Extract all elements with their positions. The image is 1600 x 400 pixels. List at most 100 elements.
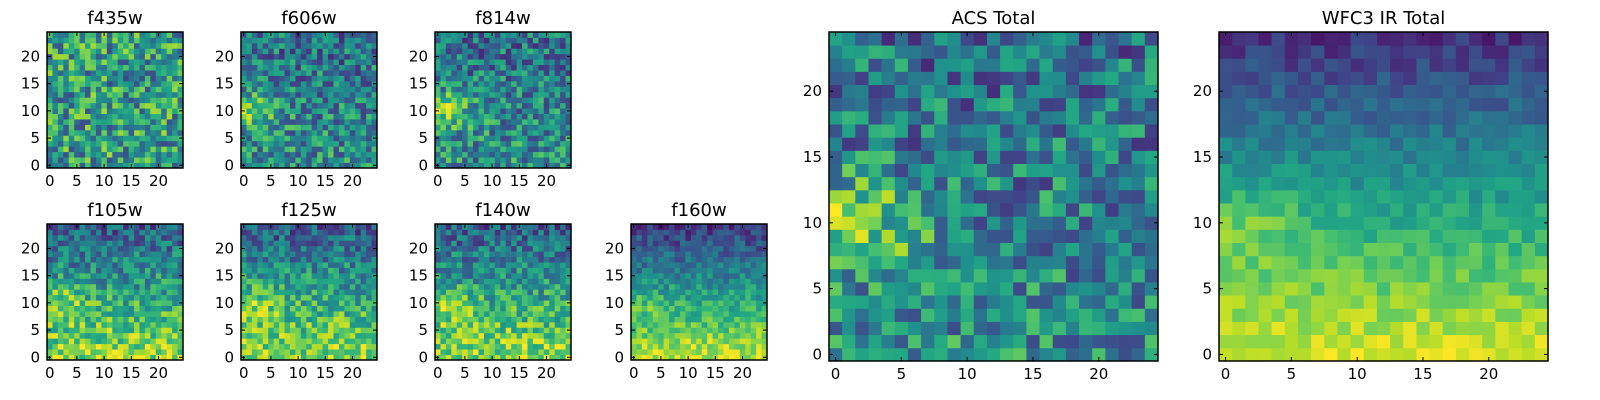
heatmap-cell [117,300,124,306]
heatmap-cell [494,140,501,147]
heatmap-cell [707,327,713,334]
heatmap-cell [328,327,334,334]
heatmap-cell [85,53,91,60]
heatmap-cell [95,349,102,355]
heatmap-cell [516,102,523,109]
heatmap-cell [166,129,173,136]
heatmap-cell [246,162,253,169]
heatmap-cell [1105,163,1119,178]
heatmap-cell [106,321,113,328]
heatmap-cell [489,245,496,252]
heatmap-cell [317,140,323,147]
heatmap-cell [262,146,269,153]
heatmap-cell [1092,163,1106,178]
heatmap-cell [150,91,157,98]
heatmap-cell [57,53,64,60]
heatmap-cell [300,267,307,274]
heatmap-cell [669,245,675,252]
heatmap-cell [718,289,724,296]
heatmap-cell [63,234,70,241]
heatmap-cell [57,251,64,258]
heatmap-cell [456,300,463,306]
heatmap-cell [440,91,447,98]
heatmap-cell [268,70,275,76]
heatmap-cell [658,343,665,350]
heatmap-cell [560,119,566,125]
heatmap-cell [1144,163,1159,178]
heatmap-cell [473,338,479,345]
heatmap-cell [117,75,124,82]
heatmap-cell [106,75,113,82]
y-tick-label: 20 [605,239,624,257]
heatmap-cell [669,262,675,268]
heatmap-cell [95,245,102,252]
heatmap-cell [360,91,367,98]
heatmap-cell [128,229,135,236]
heatmap-cell [712,343,719,350]
heatmap-cell [707,332,713,339]
heatmap-cell [679,272,686,279]
heatmap-cell [150,229,157,236]
heatmap-cell [690,332,697,339]
heatmap-cell [652,251,659,258]
heatmap-cell [494,135,501,142]
heatmap-cell [52,48,59,55]
heatmap-cell [652,229,659,236]
heatmap-cell [57,343,64,350]
heatmap-cell [262,343,269,350]
heatmap-cell [177,289,184,296]
heatmap-cell [79,108,86,114]
heatmap-cell [74,229,81,236]
heatmap-cell [631,349,637,355]
heatmap-cell [106,64,113,71]
heatmap-cell [144,311,151,317]
heatmap-cell [150,267,157,274]
heatmap-cell [52,113,59,120]
heatmap-cell [371,32,378,38]
heatmap-cell [505,162,512,169]
heatmap-cell [349,48,356,55]
heatmap-cell [117,316,124,323]
heatmap-cell [712,294,719,301]
heatmap-cell [1013,203,1027,217]
heatmap-cell [934,229,948,243]
heatmap-cell [139,272,146,279]
heatmap-cell [1065,308,1080,322]
heatmap-cell [734,316,741,323]
heatmap-cell [134,251,140,258]
heatmap-cell [63,70,70,76]
heatmap-cell [144,283,151,290]
heatmap-cell [284,289,291,296]
heatmap-cell [445,278,452,285]
heatmap-cell [289,124,296,131]
heatmap-cell [63,48,70,55]
heatmap-cell [360,151,367,158]
heatmap-cell [344,305,351,312]
heatmap-cell [663,294,670,301]
heatmap-cell [1079,347,1093,362]
heatmap-cell [52,262,59,268]
heatmap-cell [360,267,367,274]
heatmap-cell [112,108,119,114]
heatmap-cell [522,224,528,230]
heatmap-cell [150,294,157,301]
heatmap-cell [273,278,280,285]
heatmap-cell [701,343,708,350]
heatmap-cell [284,224,291,230]
heatmap-cell [366,294,372,301]
heatmap-cell [554,272,561,279]
heatmap-cell [658,251,665,258]
heatmap-cell [543,86,550,93]
heatmap-cell [538,283,545,290]
heatmap-cell [685,283,692,290]
heatmap-cell [489,289,496,296]
heatmap-cell [881,308,896,322]
heatmap-cell [328,102,334,109]
heatmap-cell [273,294,280,301]
heatmap-cell [756,316,762,323]
heatmap-cell [440,162,447,169]
heatmap-cell [467,135,474,142]
y-tick-label: 10 [21,102,40,120]
heatmap-cell [344,129,351,136]
